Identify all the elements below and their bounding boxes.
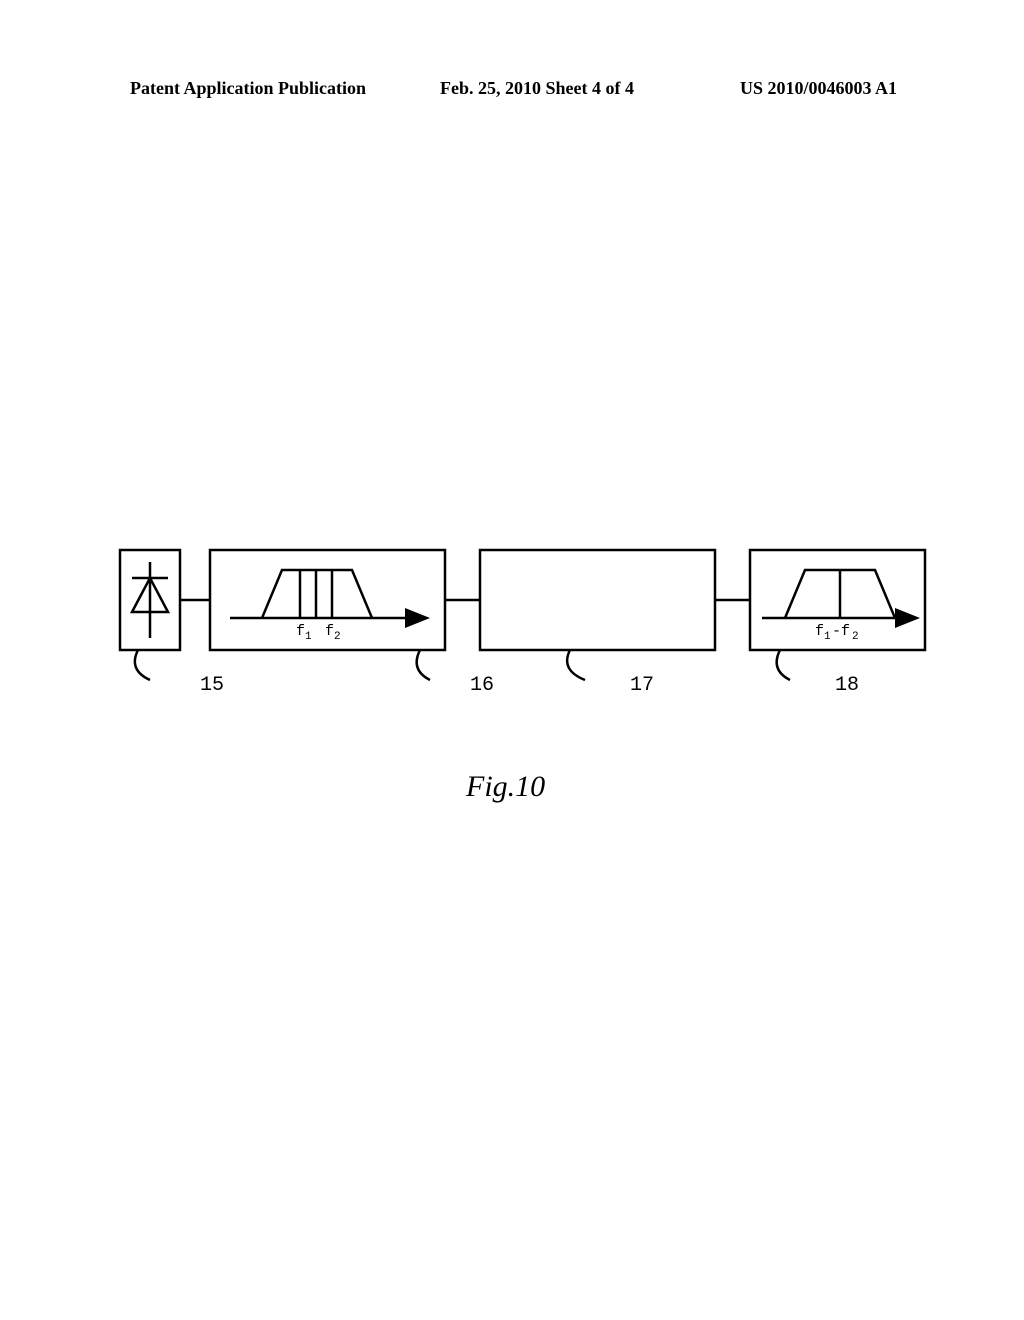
svg-text:1: 1: [824, 631, 831, 643]
figure-diagram: f1f2f1-f215161718: [100, 540, 930, 740]
svg-text:2: 2: [334, 631, 341, 643]
header-center: Feb. 25, 2010 Sheet 4 of 4: [440, 78, 634, 99]
svg-text:2: 2: [852, 631, 859, 643]
svg-text:f: f: [815, 623, 824, 640]
svg-text:15: 15: [200, 674, 224, 697]
svg-text:16: 16: [470, 674, 494, 697]
svg-text:f: f: [325, 623, 334, 640]
svg-text:18: 18: [835, 674, 859, 697]
svg-text:f: f: [296, 623, 305, 640]
header-left: Patent Application Publication: [130, 78, 366, 99]
svg-text:17: 17: [630, 674, 654, 697]
svg-text:1: 1: [305, 631, 312, 643]
header-right: US 2010/0046003 A1: [740, 78, 897, 99]
figure-caption: Fig.10: [466, 770, 545, 804]
svg-text:-f: -f: [832, 623, 850, 640]
